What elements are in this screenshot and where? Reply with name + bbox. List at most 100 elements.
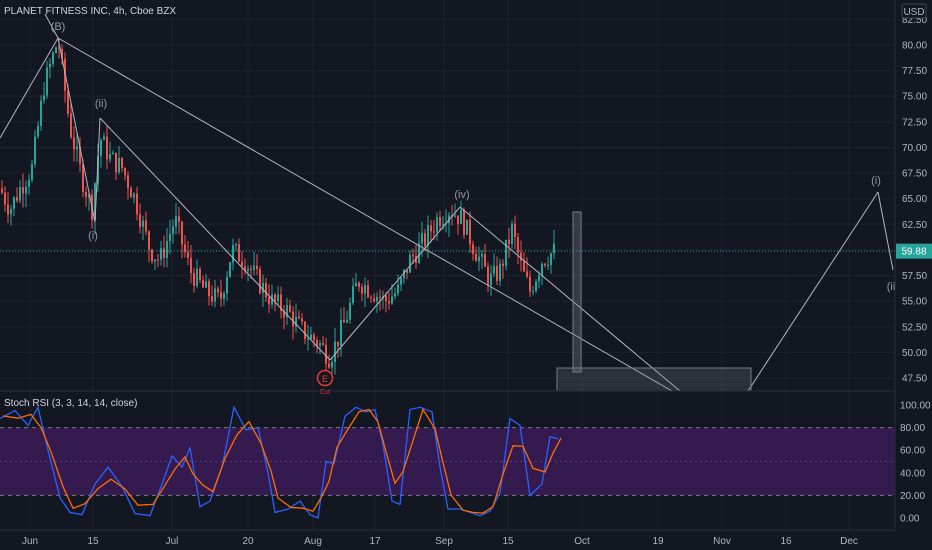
trendline-wave-i-ii[interactable]	[94, 117, 101, 223]
candle-body	[169, 233, 171, 242]
price-tick-label: 67.50	[902, 169, 927, 180]
candle-body	[352, 286, 354, 303]
candle-body	[250, 268, 252, 270]
candle-body	[502, 263, 504, 266]
projection-bar[interactable]	[572, 211, 582, 373]
time-tick-label: Aug	[304, 536, 322, 547]
candle-body	[292, 311, 294, 327]
trendline-b-stub[interactable]	[44, 13, 59, 39]
candle-body	[310, 334, 312, 339]
time-tick-label: 16	[780, 536, 792, 547]
candle-body	[499, 263, 501, 281]
candle-body	[406, 269, 408, 273]
candle-body	[283, 310, 285, 318]
candle-body	[469, 219, 471, 245]
trendline-left-rise[interactable]	[0, 37, 59, 139]
candle-body	[463, 210, 465, 235]
candle-body	[217, 288, 219, 293]
wave-label-wave-i-left[interactable]: (i)	[88, 230, 98, 242]
trendline-projection-down[interactable]	[877, 191, 894, 271]
trendline-iv-channel[interactable]	[459, 206, 681, 392]
wave-label-wave-iv[interactable]: (iv)	[454, 189, 469, 201]
price-axis[interactable]: 82.50 80.00 77.50 75.00 72.50 70.00 67.50 65.00…	[902, 15, 927, 385]
time-tick-label: 20	[242, 536, 254, 547]
candle-body	[175, 216, 177, 227]
drawing-tools[interactable]: (B) (ii) (i) (iv) (i) (ii E Ext	[0, 13, 896, 396]
wave-label-wave-b[interactable]: (B)	[51, 21, 66, 33]
candle-body	[373, 298, 375, 302]
time-tick-label: Nov	[713, 536, 731, 547]
candle-body	[154, 259, 156, 262]
time-tick-label: 17	[369, 536, 381, 547]
stoch-tick-label: 100.00	[900, 401, 931, 412]
trendline-main-descending[interactable]	[57, 37, 673, 392]
candle-body	[322, 343, 324, 345]
candle-body	[46, 67, 48, 96]
candle-body	[121, 157, 123, 169]
candle-body	[400, 278, 402, 285]
candle-body	[331, 362, 333, 368]
candle-body	[298, 316, 300, 319]
stoch-title[interactable]: Stoch RSI (3, 3, 14, 14, close)	[4, 398, 137, 409]
candle-body	[409, 255, 411, 273]
candle-body	[205, 281, 207, 288]
last-price-tag: 59.88	[896, 243, 932, 259]
candle-body	[349, 302, 351, 320]
candle-body	[79, 146, 81, 165]
price-tick-label: 80.00	[902, 41, 927, 52]
trendline-projection-up[interactable]	[747, 191, 879, 392]
candle-body	[61, 49, 63, 59]
ext-marker-icon[interactable]	[316, 369, 334, 387]
candle-body	[265, 282, 267, 298]
time-axis[interactable]: Jun 15 Jul 20 Aug 17 Sep 15 Oct 19 Nov 16 Dec	[22, 536, 858, 547]
candle-body	[421, 233, 423, 244]
candle-body	[535, 281, 537, 292]
candle-body	[7, 204, 9, 215]
candle-body	[55, 47, 57, 53]
candle-body	[202, 280, 204, 288]
stoch-lines	[0, 405, 895, 519]
candle-body	[514, 223, 516, 238]
wave-label-wave-ii-right[interactable]: (ii	[887, 281, 896, 293]
candle-body	[103, 136, 105, 140]
candle-body	[388, 301, 390, 304]
time-tick-label: Oct	[574, 536, 590, 547]
candle-body	[67, 90, 69, 114]
currency-badge[interactable]: USD	[901, 3, 927, 19]
candle-body	[484, 254, 486, 267]
trendline-wave-channel[interactable]	[99, 117, 331, 361]
candle-body	[472, 244, 474, 254]
trendline-wave-b-i[interactable]	[57, 37, 96, 223]
candle-body	[430, 225, 432, 232]
price-axis-bg[interactable]	[895, 0, 932, 550]
candle-body	[238, 244, 240, 262]
candle-body	[181, 221, 183, 245]
candle-body	[85, 192, 87, 197]
candle-body	[118, 157, 120, 173]
candle-body	[397, 284, 399, 294]
candle-body	[511, 223, 513, 244]
wave-label-wave-i-right[interactable]: (i)	[871, 175, 881, 187]
candle-body	[70, 113, 72, 138]
candle-body	[127, 175, 129, 189]
wave-label-wave-ii[interactable]: (ii)	[95, 98, 107, 110]
symbol-title[interactable]: PLANET FITNESS INC, 4h, Cboe BZX	[4, 6, 176, 17]
candle-body	[88, 194, 90, 197]
candle-body	[37, 125, 39, 137]
candle-body	[541, 263, 543, 276]
price-tick-label: 70.00	[902, 143, 927, 154]
candle-body	[379, 296, 381, 299]
candle-body	[466, 219, 468, 235]
projection-box[interactable]	[556, 367, 752, 392]
price-tick-label: 82.50	[902, 15, 927, 26]
stoch-axis[interactable]: 100.00 80.00 60.00 40.00 20.00 0.00	[900, 401, 931, 525]
candle-body	[259, 269, 261, 293]
candle-body	[490, 273, 492, 285]
stoch-tick-label: 0.00	[900, 514, 920, 525]
trendline-wave-up[interactable]	[329, 206, 461, 361]
stoch-d-line	[2, 407, 562, 514]
candle-body	[4, 192, 6, 205]
time-tick-label: Jun	[22, 536, 38, 547]
stoch-tick-label: 60.00	[900, 446, 925, 457]
